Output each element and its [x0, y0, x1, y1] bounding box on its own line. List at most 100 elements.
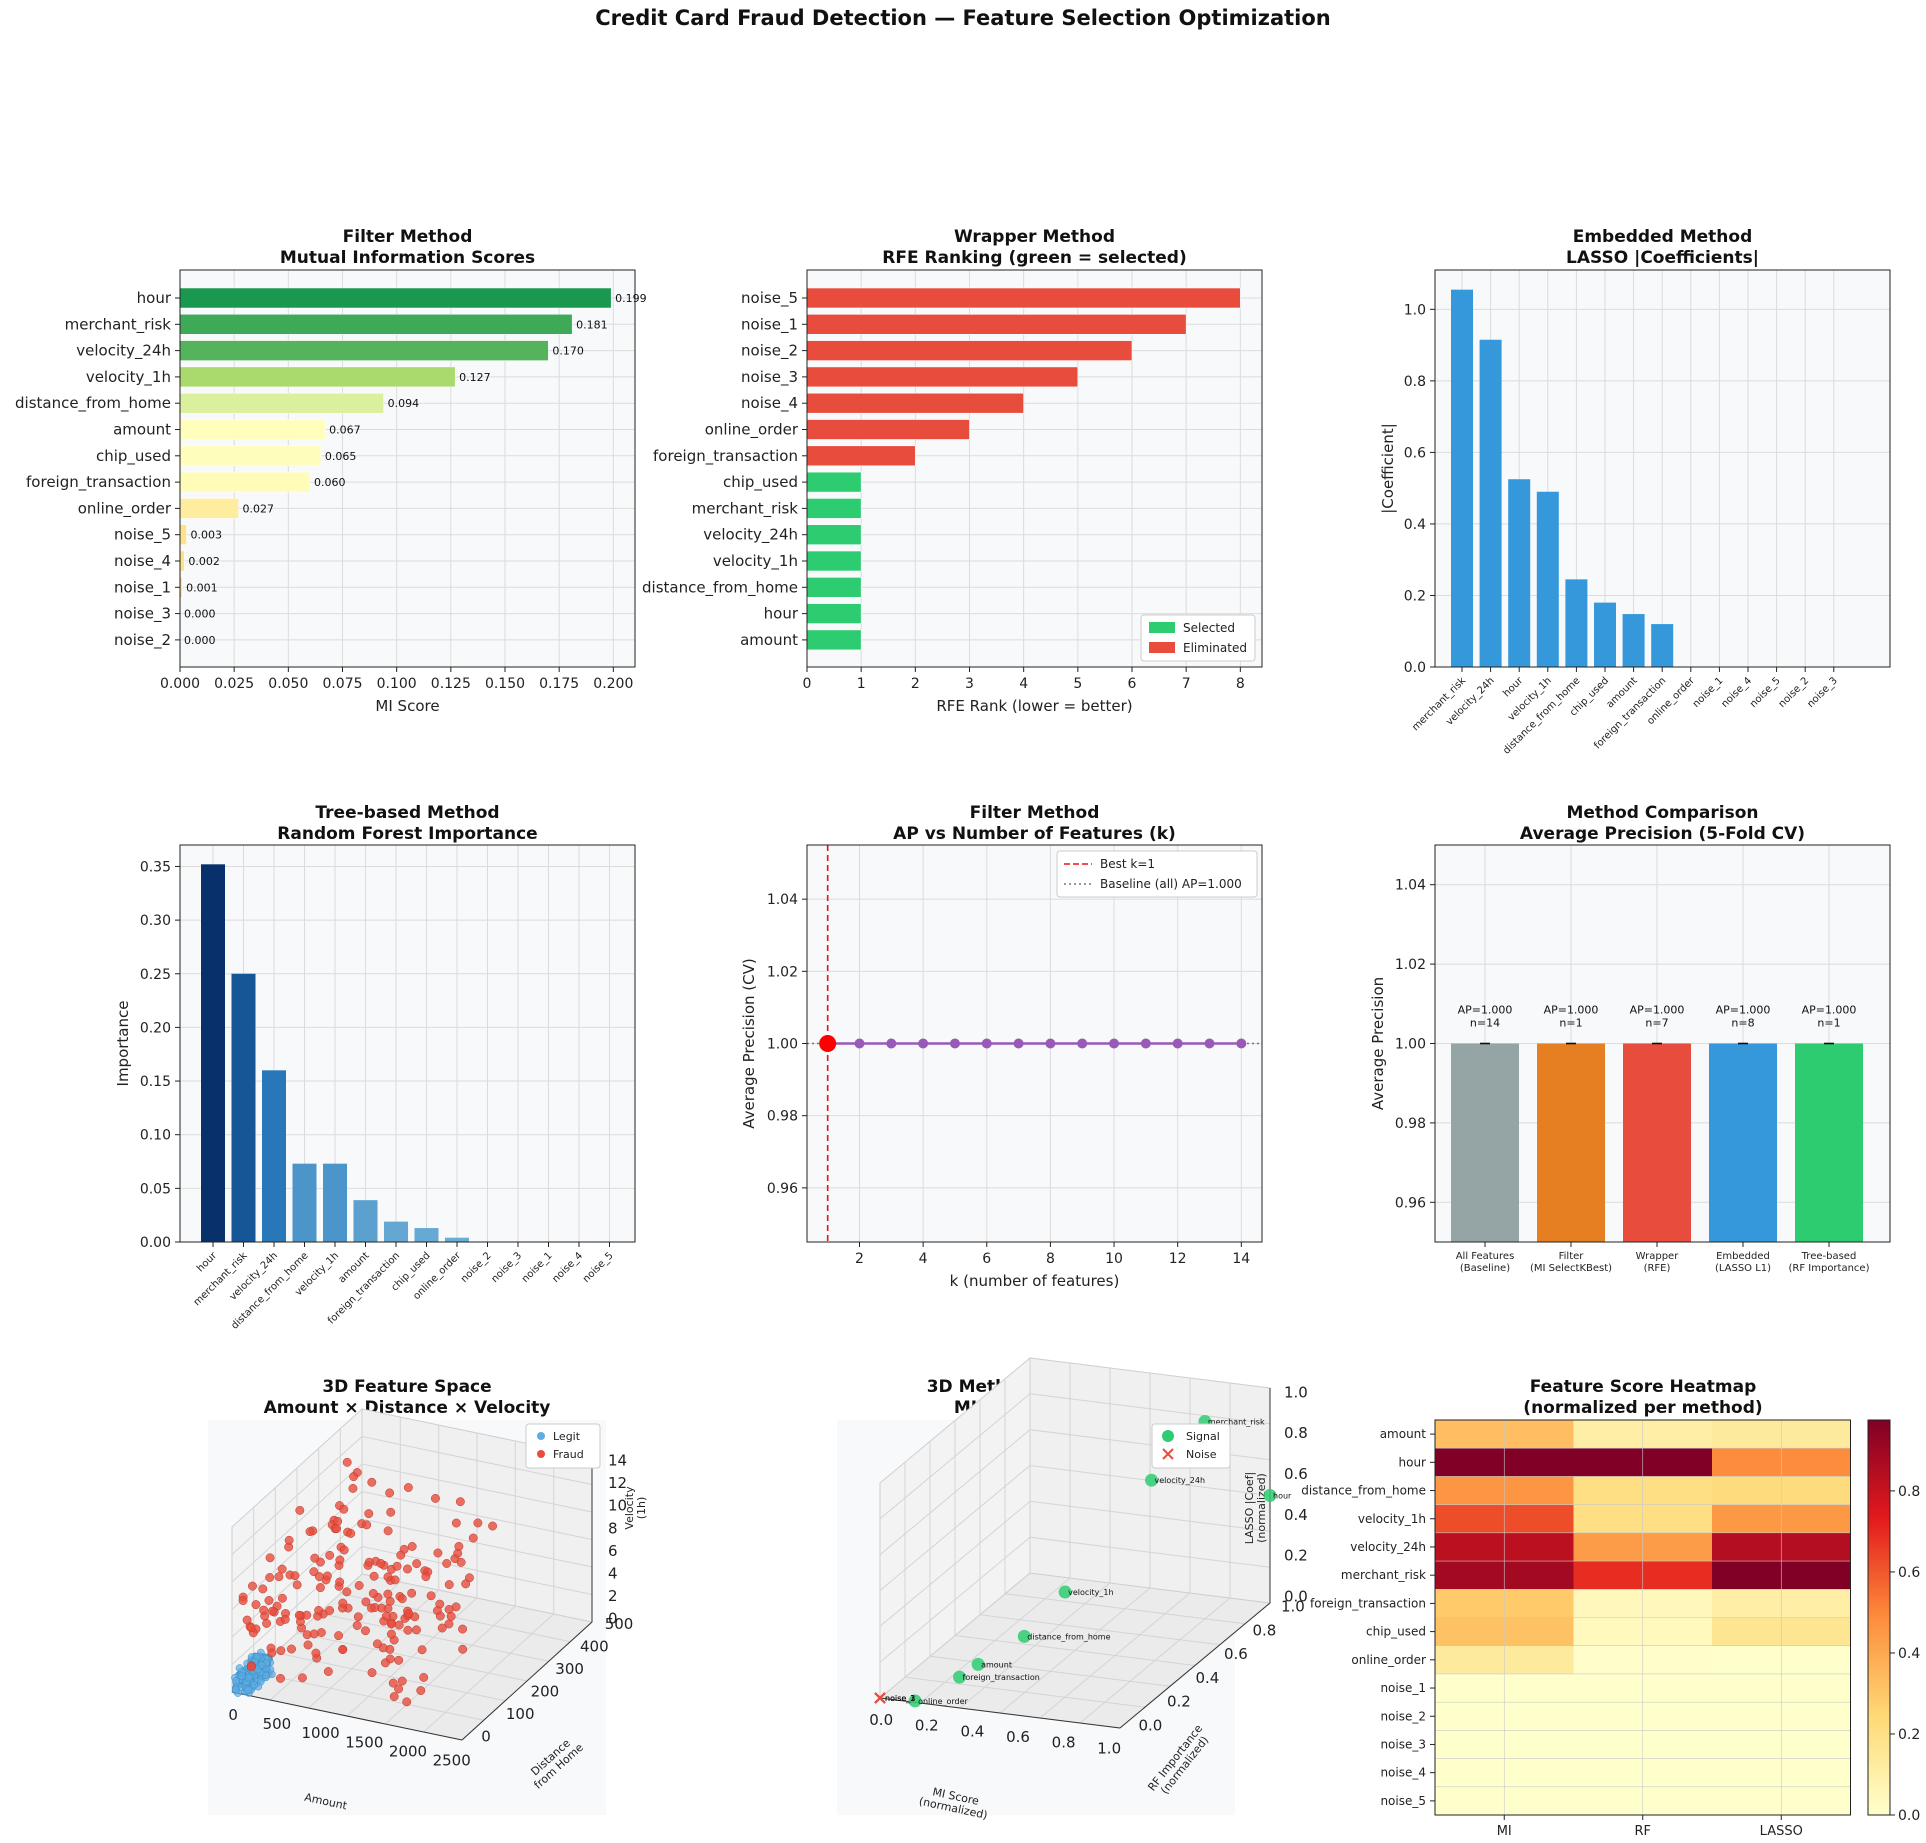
mi-category-label: merchant_risk: [65, 315, 172, 334]
heatmap-colorbar-label: 0.2: [1898, 1727, 1920, 1743]
agree3d-point-label: noise_2: [885, 1694, 915, 1703]
scatter3d-fraud-point: [403, 1483, 413, 1492]
apk-legend-box: [1056, 850, 1258, 898]
scatter3d-fraud-point: [458, 1644, 468, 1654]
scatter3d-ytick-label: 300: [555, 1660, 584, 1678]
rfe-category-label: merchant_risk: [692, 499, 799, 518]
scatter3d-legend: Legit Fraud: [525, 1423, 601, 1469]
scatter3d-fraud-point: [334, 1631, 344, 1641]
rf-category-label: merchant_risk: [192, 1250, 250, 1308]
scatter3d-ztick-label: 14: [608, 1451, 627, 1469]
agree3d-xtick-label: 0.2: [915, 1717, 939, 1735]
rf-ytick-label: 0.15: [140, 1074, 171, 1090]
apk-legend: Best k=1 Baseline (all) AP=1.000: [1056, 850, 1258, 898]
scatter3d-fraud-point: [461, 1579, 471, 1589]
scatter3d-fraud-point: [451, 1518, 461, 1528]
scatter3d-fraud-point: [294, 1610, 304, 1620]
scatter3d-fraud-point: [367, 1477, 377, 1487]
scatter3d-ytick-label: 0: [481, 1727, 491, 1745]
rf-ytick-label: 0.35: [140, 859, 171, 875]
lasso-bar: [1594, 602, 1616, 667]
scatter3d-ztick-label: 0: [608, 1610, 618, 1628]
scatter3d-fraud-point: [430, 1493, 440, 1503]
scatter3d-fraud-point: [316, 1583, 325, 1593]
scatter3d-fraud-point: [276, 1673, 285, 1683]
rfe-xtick-label: 1: [857, 676, 866, 692]
scatter3d-fraud-point: [284, 1535, 294, 1545]
mi-value-label: 0.002: [188, 555, 220, 568]
scatter3d-fraud-point: [372, 1639, 382, 1649]
scatter3d-ztick-label: 12: [608, 1474, 627, 1492]
agree3d-y-axis: [1119, 1602, 1271, 1729]
panel-rf: Tree-based Method Random Forest Importanc…: [114, 803, 636, 1332]
scatter3d-fraud-point: [246, 1662, 256, 1672]
scatter3d-fraud-point: [456, 1557, 466, 1567]
agree3d-xtick-label: 1.0: [1097, 1739, 1121, 1757]
mi-xtick-label: 0.000: [160, 676, 200, 692]
heatmap-row-label: noise_5: [1380, 1794, 1426, 1808]
lasso-category-label: hour: [1501, 675, 1526, 700]
rf-bar: [414, 1228, 439, 1242]
agree3d-point-label: foreign_transaction: [963, 1673, 1040, 1682]
panel-lasso: Embedded Method LASSO |Coefficients| 0.0 0.…: [1379, 227, 1891, 757]
rf-bar: [445, 1237, 469, 1242]
scatter3d-fraud-point: [277, 1564, 287, 1574]
lasso-bar: [1565, 579, 1588, 667]
agree3d-xtick-label: 0.8: [1052, 1734, 1076, 1752]
scatter3d-fraud-point: [277, 1593, 287, 1603]
rf-ytick-label: 0.30: [140, 913, 171, 929]
apk-xtick-label: 14: [1232, 1251, 1250, 1267]
apk-point: [1013, 1038, 1024, 1049]
mi-bar: [179, 287, 612, 309]
mi-category-label: chip_used: [96, 447, 171, 466]
agree3d-ztick-label: 0.4: [1284, 1506, 1308, 1524]
agree3d-point-label: merchant_risk: [1208, 1418, 1265, 1427]
scatter3d-fraud-point: [335, 1577, 345, 1587]
rfe-bar: [806, 498, 862, 519]
heatmap-colorbar-label: 0.6: [1898, 1565, 1920, 1581]
scatter3d-grid: [231, 1435, 593, 1555]
mi-value-label: 0.170: [552, 345, 584, 358]
scatter3d-fraud-point: [403, 1564, 412, 1574]
scatter3d-fraud-point: [265, 1573, 275, 1582]
scatter3d-fraud-point: [310, 1553, 320, 1563]
rfe-bar: [806, 524, 862, 546]
scatter3d-legit-point: [235, 1664, 244, 1672]
apk-point: [981, 1038, 992, 1049]
lasso-ytick-label: 0.2: [1404, 588, 1426, 604]
scatter3d-fraud-point: [386, 1619, 396, 1629]
lasso-bar: [1479, 339, 1502, 667]
scatter3d-fraud-point: [292, 1580, 302, 1590]
agree3d-legend-marker: [1162, 1430, 1174, 1442]
lasso-bar: [1536, 491, 1559, 667]
mi-xlabel: MI Score: [375, 697, 439, 715]
rf-category-label: noise_5: [581, 1250, 616, 1285]
agree3d-ytick-label: 0.4: [1196, 1669, 1220, 1687]
scatter3d-zlabel: Velocity(1h): [623, 1486, 648, 1530]
scatter3d-legend-label: Fraud: [553, 1448, 584, 1461]
scatter3d-ytick-label: 100: [506, 1705, 535, 1723]
mi-xtick-label: 0.050: [268, 676, 308, 692]
heatmap-row-label: noise_4: [1380, 1766, 1426, 1780]
scatter3d-fraud-point: [309, 1567, 319, 1577]
rf-ytick-label: 0.00: [140, 1235, 171, 1251]
scatter3d-fraud-point: [437, 1623, 447, 1633]
agree3d-signal-marker: [953, 1670, 966, 1684]
heatmap-row-label: velocity_1h: [1358, 1512, 1426, 1526]
heatmap-frame: [1434, 1419, 1851, 1816]
scatter3d-xtick-label: 1000: [302, 1724, 340, 1742]
mi-category-label: noise_2: [114, 631, 171, 650]
lasso-ytick-label: 0.0: [1404, 660, 1426, 676]
apk-xtick-label: 4: [919, 1251, 928, 1267]
scatter3d-fraud-point: [353, 1612, 363, 1622]
scatter3d-fraud-point: [454, 1541, 464, 1551]
compare-category-label: Wrapper (RFE): [1636, 1251, 1680, 1274]
rfe-bar: [806, 550, 862, 572]
scatter3d-fraud-point: [455, 1497, 465, 1507]
scatter3d-fraud-point: [367, 1668, 377, 1678]
mi-category-label: online_order: [78, 499, 172, 518]
scatter3d-fraud-point: [287, 1644, 296, 1654]
lasso-ylabel: |Coefficient|: [1379, 423, 1397, 514]
apk-point: [886, 1038, 897, 1049]
agree3d-point-label: amount: [981, 1660, 1012, 1669]
